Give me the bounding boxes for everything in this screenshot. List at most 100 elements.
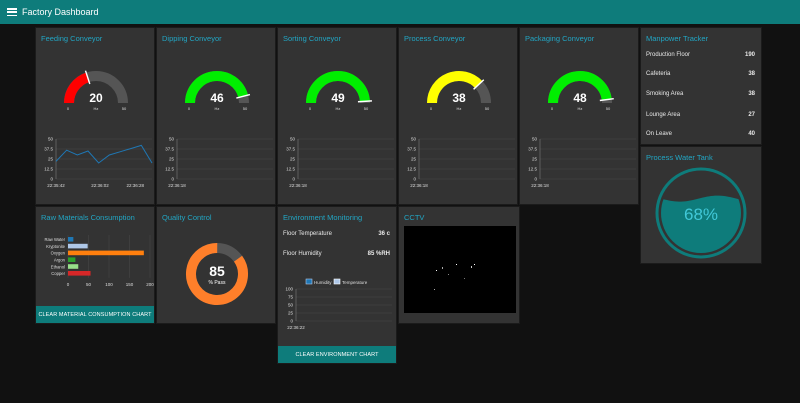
y-tick-label: 12.5	[528, 167, 537, 172]
y-tick-label: 25	[48, 157, 54, 162]
y-tick-label: 25	[532, 157, 538, 162]
category-label: Argon	[54, 258, 66, 263]
gauge-fill	[64, 72, 90, 104]
gauge-value: 46	[210, 91, 224, 105]
x-tick-label: 200	[146, 282, 154, 287]
temperature-legend-swatch	[333, 278, 341, 285]
gauge-value: 38	[452, 91, 466, 105]
clear-environment-chart-button[interactable]: CLEAR ENVIRONMENT CHART	[278, 346, 396, 363]
material-bar	[68, 250, 144, 256]
dipping-chart: 50 37.5 25 12.5 022:36:18	[165, 137, 273, 188]
category-label: Oxygen	[51, 251, 66, 256]
row-value: 40	[748, 131, 755, 137]
gauge-min: 0	[551, 106, 554, 111]
water-tank-card: Process Water Tank 68%	[640, 146, 762, 264]
humidity-legend-swatch	[305, 278, 313, 285]
card-title: Dipping Conveyor	[162, 34, 222, 43]
x-tick-label: 22:36:02	[91, 183, 109, 188]
row-label: Cafeteria	[646, 71, 671, 77]
gauge-min: 0	[309, 106, 312, 111]
gauge-fill	[427, 71, 483, 104]
y-tick-label: 75	[288, 295, 294, 300]
process-conveyor-card: Process Conveyor 38 Hz 0 50 50 37.5 25 12.5 0 22…	[398, 27, 518, 205]
category-label: Copper	[51, 271, 65, 276]
gauge-value: 48	[573, 91, 587, 105]
y-tick-label: 12.5	[407, 167, 416, 172]
gauge-max: 50	[606, 106, 611, 111]
y-tick-label: 12.5	[286, 167, 295, 172]
feeding-conveyor-card: Feeding Conveyor 20 Hz 0 50 50 37.5 25 12.5 0 22…	[35, 27, 155, 205]
gauge-needle	[84, 70, 91, 85]
tank-level-label: 68%	[684, 205, 718, 224]
row-value: 190	[744, 52, 755, 58]
x-tick-label: 22:35:42	[47, 183, 65, 188]
y-tick-label: 25	[169, 157, 175, 162]
y-tick-label: 50	[411, 137, 417, 142]
temperature-legend-label: Temperature	[342, 280, 368, 285]
card-title: Manpower Tracker	[646, 34, 709, 43]
gauge-max: 50	[364, 106, 369, 111]
y-tick-label: 50	[532, 137, 538, 142]
menu-icon[interactable]	[7, 8, 17, 16]
app-header: Factory Dashboard	[0, 0, 800, 24]
gauge-unit: Hz	[215, 106, 220, 111]
y-tick-label: 12.5	[44, 167, 53, 172]
quality-control-card: Quality Control 85 % Pass	[156, 206, 276, 324]
card-title: Raw Materials Consumption	[41, 213, 135, 222]
card-title: Environment Monitoring	[283, 213, 363, 222]
y-tick-label: 0	[534, 177, 537, 182]
cctv-card: CCTV	[398, 206, 520, 324]
gauge-unit: Hz	[94, 106, 99, 111]
manpower-row: Lounge Area 27	[646, 112, 755, 118]
y-tick-label: 0	[292, 177, 295, 182]
y-tick-label: 25	[290, 157, 296, 162]
packaging-conveyor-card: Packaging Conveyor 48 Hz 0 50 50 37.5 25 12.5 0…	[519, 27, 639, 205]
cctv-feed[interactable]	[404, 226, 516, 313]
x-tick-label: 22:36:22	[287, 325, 305, 330]
gauge-needle	[599, 98, 614, 102]
gauge-needle	[473, 79, 485, 90]
material-bar	[68, 271, 91, 276]
humidity-label: Floor Humidity	[283, 251, 322, 257]
manpower-row: Cafeteria 38	[646, 71, 755, 77]
x-tick-label: 22:36:18	[168, 183, 186, 188]
gauge-value: 20	[89, 91, 103, 105]
row-label: Smoking Area	[646, 91, 684, 97]
y-tick-label: 37.5	[165, 147, 174, 152]
process-chart: 50 37.5 25 12.5 022:36:18	[407, 137, 515, 188]
x-tick-label: 50	[86, 282, 92, 287]
card-title: Sorting Conveyor	[283, 34, 341, 43]
x-tick-label: 22:36:18	[410, 183, 428, 188]
gauge-needle	[357, 100, 372, 103]
y-tick-label: 50	[288, 303, 294, 308]
gauge-unit: Hz	[457, 106, 462, 111]
card-title: Packaging Conveyor	[525, 34, 595, 43]
row-value: 38	[748, 71, 755, 77]
card-title: CCTV	[404, 213, 425, 222]
gauge-fill	[306, 71, 370, 104]
gauge-max: 50	[243, 106, 248, 111]
clear-material-chart-button[interactable]: CLEAR MATERIAL CONSUMPTION CHART	[36, 306, 154, 323]
donut-fill	[186, 243, 248, 305]
y-tick-label: 0	[171, 177, 174, 182]
quality-value: 85	[209, 263, 225, 279]
app-title: Factory Dashboard	[22, 7, 99, 17]
card-title: Quality Control	[162, 213, 212, 222]
tank-outline	[655, 167, 747, 259]
y-tick-label: 12.5	[165, 167, 174, 172]
gauge-min: 0	[430, 106, 433, 111]
y-tick-label: 0	[50, 177, 53, 182]
row-label: Production Floor	[646, 52, 691, 58]
gauge-max: 50	[485, 106, 490, 111]
temperature-label: Floor Temperature	[283, 231, 332, 237]
feeding-chart: 50 37.5 25 12.5 022:35:42 22:36:02 22:36:28	[44, 137, 153, 188]
manpower-row: Smoking Area 38	[646, 91, 755, 97]
material-bar	[68, 264, 79, 269]
manpower-row: Production Floor 190	[646, 52, 755, 58]
material-bar	[68, 237, 74, 242]
dipping-conveyor-card: Dipping Conveyor 46 Hz 0 50 50 37.5 25 12.5 0 22…	[156, 27, 276, 205]
material-bar	[68, 257, 76, 262]
